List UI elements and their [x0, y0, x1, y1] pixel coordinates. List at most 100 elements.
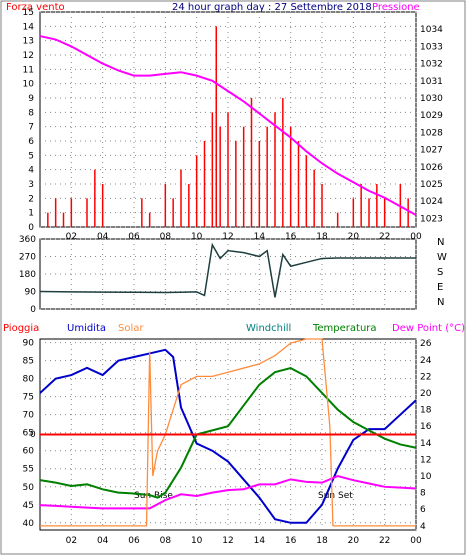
- hour-tick-label: 16: [285, 232, 297, 242]
- hour-tick-label: 12: [222, 536, 233, 546]
- direction-line: [39, 242, 416, 298]
- compass-label: S: [437, 267, 443, 278]
- pressure-tick-label: 1029: [420, 111, 443, 121]
- series-line-temperatura: [39, 366, 417, 499]
- grid-layer: [40, 11, 417, 530]
- pressure-tick-label: 1025: [420, 180, 443, 190]
- temperature-tick-label: 14: [420, 439, 432, 449]
- pressure-tick-label: 1023: [420, 214, 443, 224]
- direction-tick-label: 90: [25, 288, 37, 298]
- hour-tick-label: 22: [379, 232, 390, 242]
- humidity-tick-label: 65: [23, 429, 34, 439]
- dewpoint-legend: Dew Point (°C): [392, 323, 465, 334]
- direction-tick-label: 0: [30, 305, 36, 315]
- wind-tick-label: 12: [23, 51, 34, 61]
- temperature-tick-label: 6: [420, 505, 426, 515]
- temperature-legend: Temperatura: [312, 323, 377, 334]
- wind-tick-label: 4: [28, 166, 34, 176]
- data-layer: [39, 26, 417, 527]
- hour-tick-label: 12: [222, 232, 233, 242]
- humidity-tick-label: 75: [23, 393, 34, 403]
- tick-layer: 0123456789101112131415102310241025102610…: [19, 8, 443, 546]
- wind-tick-label: 0: [28, 223, 34, 233]
- hour-tick-label: 22: [379, 536, 390, 546]
- wind-tick-label: 5: [28, 151, 34, 161]
- pressure-tick-label: 1032: [420, 60, 443, 70]
- wind-tick-label: 1: [28, 209, 34, 219]
- temperature-tick-label: 8: [420, 489, 426, 499]
- wind-tick-label: 10: [23, 80, 35, 90]
- hour-tick-label: 14: [254, 536, 266, 546]
- wind-tick-label: 6: [28, 137, 34, 147]
- pressure-axis-label: Pressione: [372, 2, 420, 13]
- temperature-tick-label: 26: [420, 339, 432, 349]
- rain-zero-label: 0: [30, 430, 36, 440]
- hour-tick-label: 20: [348, 232, 360, 242]
- pressure-tick-label: 1031: [420, 77, 443, 87]
- humidity-legend: Umidita: [67, 323, 106, 334]
- wind-tick-label: 3: [28, 180, 34, 190]
- hour-tick-label: 10: [191, 536, 203, 546]
- hour-tick-label: 16: [285, 536, 297, 546]
- hour-tick-label: 04: [97, 232, 109, 242]
- hour-tick-label: 02: [66, 232, 77, 242]
- hour-tick-label: 00: [410, 536, 422, 546]
- windchill-legend: Windchill: [246, 323, 291, 334]
- hour-tick-label: 06: [128, 232, 140, 242]
- wind-tick-label: 13: [23, 37, 34, 47]
- hour-tick-label: 08: [160, 536, 172, 546]
- pressure-tick-label: 1034: [420, 25, 443, 35]
- humidity-tick-label: 55: [23, 465, 34, 475]
- temperature-tick-label: 10: [420, 472, 432, 482]
- temperature-tick-label: 18: [420, 406, 432, 416]
- temperature-tick-label: 22: [420, 372, 431, 382]
- hour-tick-label: 10: [191, 232, 203, 242]
- wind-tick-label: 8: [28, 108, 34, 118]
- pressure-tick-label: 1027: [420, 146, 443, 156]
- hour-tick-label: 00: [410, 232, 422, 242]
- wind-tick-label: 15: [23, 8, 34, 18]
- chart-title: 24 hour graph day : 27 Settembre 2018: [172, 2, 372, 13]
- wind-tick-label: 14: [23, 22, 35, 32]
- wind-tick-label: 11: [23, 65, 34, 75]
- compass-label: N: [437, 237, 444, 248]
- compass-label: W: [437, 252, 447, 263]
- wind-tick-label: 9: [28, 94, 34, 104]
- pressure-tick-label: 1030: [420, 94, 443, 104]
- temperature-tick-label: 4: [420, 522, 426, 532]
- temperature-tick-label: 20: [420, 389, 432, 399]
- pressure-tick-label: 1028: [420, 128, 443, 138]
- sunset-label: Sun Set: [318, 491, 353, 501]
- hour-tick-label: 20: [348, 536, 360, 546]
- hour-tick-label: 06: [128, 536, 140, 546]
- humidity-tick-label: 70: [23, 411, 35, 421]
- pressure-line: [39, 35, 417, 216]
- hour-tick-label: 18: [316, 536, 328, 546]
- solar-legend: Solar: [118, 323, 144, 334]
- pressure-tick-label: 1024: [420, 197, 443, 207]
- wind-tick-label: 7: [28, 123, 34, 133]
- hour-tick-label: 08: [160, 232, 172, 242]
- hour-tick-label: 04: [97, 536, 109, 546]
- hour-tick-label: 18: [316, 232, 328, 242]
- compass-label: N: [437, 297, 444, 308]
- wind-axis-label: Forza vento: [6, 2, 65, 13]
- rain-legend: Pioggia: [3, 323, 39, 334]
- series-line-umidita: [39, 348, 417, 524]
- pressure-tick-label: 1033: [420, 42, 443, 52]
- direction-tick-label: 360: [19, 235, 36, 245]
- temperature-tick-label: 16: [420, 422, 432, 432]
- humidity-tick-label: 45: [23, 501, 34, 511]
- humidity-tick-label: 80: [23, 375, 35, 385]
- direction-tick-label: 270: [19, 253, 36, 263]
- wind-tick-label: 2: [28, 194, 34, 204]
- humidity-tick-label: 50: [23, 483, 35, 493]
- series-line-solar: [40, 338, 416, 527]
- pressure-tick-label: 1026: [420, 163, 443, 173]
- humidity-tick-label: 60: [23, 447, 35, 457]
- temperature-tick-label: 12: [420, 455, 431, 465]
- hour-tick-label: 02: [66, 536, 77, 546]
